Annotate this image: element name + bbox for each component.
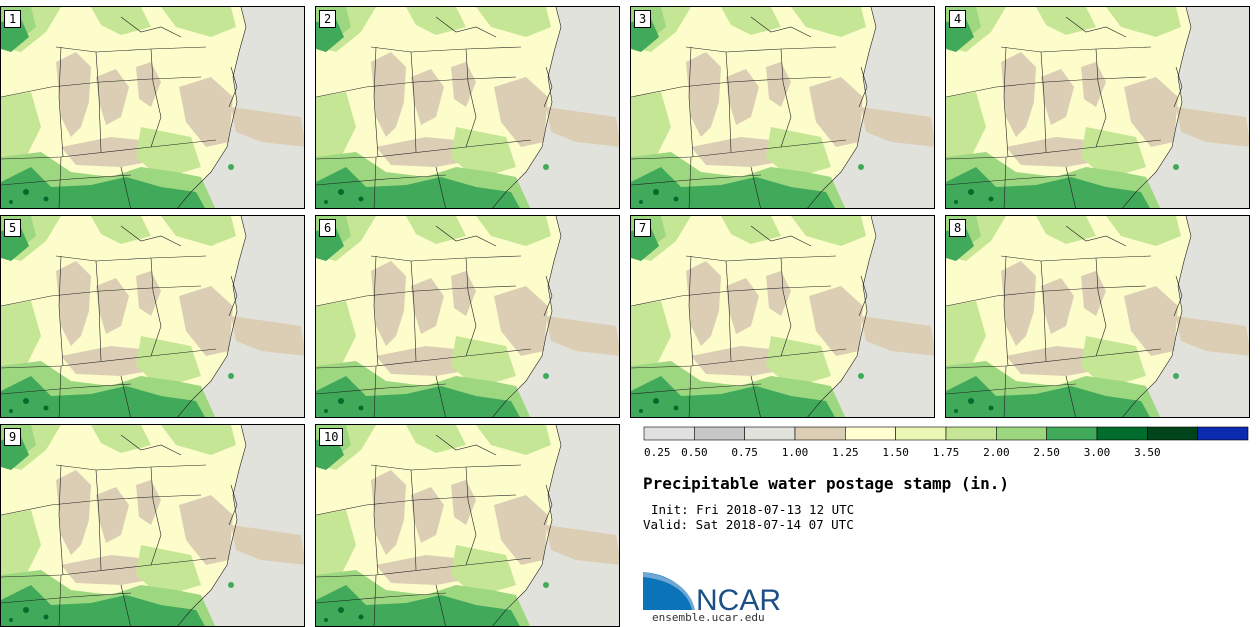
member-map-2 [316,7,619,208]
colorbar-bin-2 [744,426,796,441]
member-stamp-4: 4 [945,6,1250,209]
colorbar-tick-label: 0.75 [731,446,758,459]
colorbar-tick-label: 0.25 [644,446,671,459]
member-stamp-8: 8 [945,215,1250,418]
colorbar-tick-label: 1.75 [933,446,960,459]
colorbar-bin-3 [794,426,846,441]
member-map-9 [1,425,304,626]
member-label-3: 3 [634,10,652,28]
member-map-4 [946,7,1249,208]
colorbar-bin-6 [945,426,997,441]
member-stamp-1: 1 [0,6,305,209]
colorbar-tick-label: 1.00 [782,446,809,459]
member-map-1 [1,7,304,208]
colorbar: 0.25 0.50 0.75 1.00 1.25 1.50 1.75 2.00 2.50 3.00… [643,426,1249,459]
colorbar-tick-label: 2.50 [1033,446,1060,459]
member-map-6 [316,216,619,417]
colorbar-tick-label: 1.50 [882,446,909,459]
colorbar-bin-9 [1096,426,1148,441]
member-stamp-5: 5 [0,215,305,418]
member-stamp-2: 2 [315,6,620,209]
product-title: Precipitable water postage stamp (in.) [643,474,1010,493]
colorbar-bin-1 [694,426,745,441]
logo-url: ensemble.ucar.edu [652,611,765,624]
member-label-1: 1 [4,10,22,28]
colorbar-bin-8 [1046,426,1098,441]
member-label-9: 9 [4,428,22,446]
member-label-4: 4 [949,10,967,28]
colorbar-tick-label: 1.25 [832,446,859,459]
member-stamp-3: 3 [630,6,935,209]
colorbar-tick-label: 0.50 [681,446,708,459]
member-stamp-9: 9 [0,424,305,627]
logo-text: NCAR [696,584,781,617]
valid-time: Valid: Sat 2018-07-14 07 UTC [643,517,854,532]
ncar-swoosh-icon [643,572,693,610]
member-map-8 [946,216,1249,417]
member-label-2: 2 [319,10,337,28]
member-stamp-6: 6 [315,215,620,418]
member-label-10: 10 [319,428,344,446]
member-stamp-7: 7 [630,215,935,418]
colorbar-tick-label: 3.00 [1084,446,1111,459]
init-time: Init: Fri 2018-07-13 12 UTC [651,502,855,517]
member-label-6: 6 [319,219,337,237]
colorbar-tick-label: 3.50 [1134,446,1161,459]
member-label-5: 5 [4,219,22,237]
member-map-5 [1,216,304,417]
colorbar-bin-11 [1197,426,1249,441]
colorbar-bin-0 [643,426,695,441]
colorbar-bin-10 [1147,426,1198,441]
member-label-7: 7 [634,219,652,237]
colorbar-tick-label: 2.00 [983,446,1010,459]
member-stamp-10: 10 [315,424,620,627]
member-map-3 [631,7,934,208]
colorbar-bin-4 [845,426,896,441]
colorbar-bin-7 [996,426,1047,441]
member-map-10 [316,425,619,626]
member-map-7 [631,216,934,417]
member-label-8: 8 [949,219,967,237]
ncar-logo: NCAR [643,572,781,617]
colorbar-bin-5 [895,426,947,441]
